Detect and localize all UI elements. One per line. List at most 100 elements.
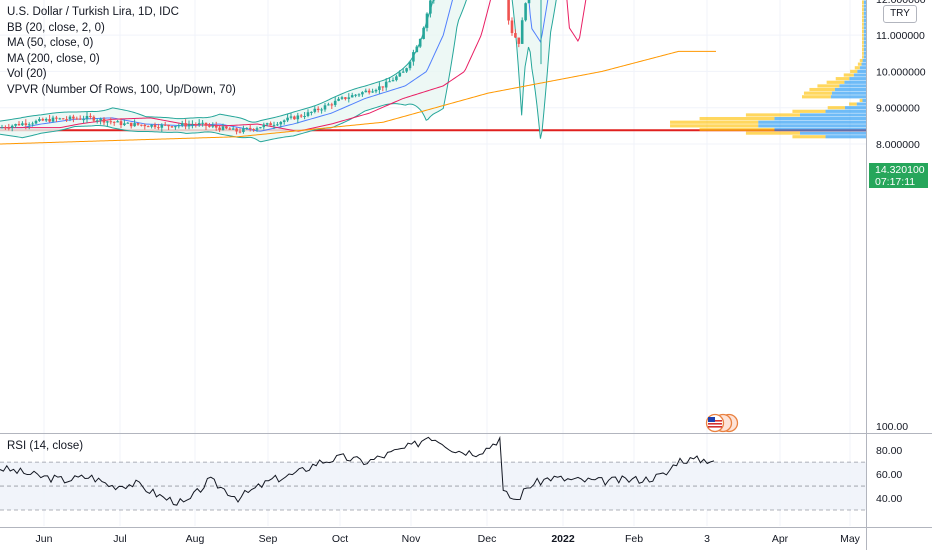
bull-candle xyxy=(391,80,395,82)
vpvr-up-bar xyxy=(863,29,866,34)
vpvr-up-bar xyxy=(758,120,866,124)
bear-candle xyxy=(109,121,113,123)
vpvr-up-bar xyxy=(863,51,866,55)
bull-candle xyxy=(211,125,215,127)
legend-bb[interactable]: BB (20, close, 2, 0) xyxy=(7,21,105,34)
bear-candle xyxy=(153,124,157,128)
vpvr-down-bar xyxy=(862,33,864,37)
vpvr-up-bar xyxy=(863,55,866,59)
vpvr-down-bar xyxy=(849,102,857,106)
bear-candle xyxy=(204,122,208,126)
vpvr-down-bar xyxy=(862,0,864,5)
vpvr-down-bar xyxy=(862,8,864,12)
vpvr-up-bar xyxy=(863,18,866,23)
time-axis: Jun Jul Aug Sep Oct Nov Dec 2022 Feb 3 Apr May xyxy=(36,533,861,545)
bull-candle xyxy=(340,97,344,99)
bull-candle xyxy=(412,52,415,62)
bull-candle xyxy=(350,95,354,98)
ma50-line xyxy=(0,0,587,132)
legend-ma50[interactable]: MA (50, close, 0) xyxy=(7,37,94,49)
time-tick-label: Jun xyxy=(36,533,53,545)
bull-candle xyxy=(255,128,259,130)
legend-vol[interactable]: Vol (20) xyxy=(7,68,47,80)
price-axis: 18.00000017.00000016.00000015.00000013.0… xyxy=(876,0,926,505)
vpvr-up-bar xyxy=(863,11,866,15)
bull-candle xyxy=(347,97,351,99)
rsi-tick-label: 60.00 xyxy=(876,469,902,481)
bull-candle xyxy=(310,111,313,113)
time-tick-label: Dec xyxy=(478,533,497,545)
rsi-legend[interactable]: RSI (14, close) xyxy=(7,440,84,452)
bear-candle xyxy=(17,124,21,126)
bear-candle xyxy=(214,125,218,128)
bear-candle xyxy=(208,125,211,127)
last-price-value: 14.320100 xyxy=(875,164,925,176)
time-tick-label: May xyxy=(840,533,861,545)
bull-candle xyxy=(354,94,357,96)
legend-vpvr[interactable]: VPVR (Number Of Rows, 100, Up/Down, 70) xyxy=(7,83,236,96)
rsi-tick-label: 100.00 xyxy=(876,421,908,433)
vpvr-up-bar xyxy=(844,106,866,110)
bear-candle xyxy=(163,124,167,126)
bear-candle xyxy=(507,0,510,21)
bull-candle xyxy=(85,115,89,120)
symbol-title[interactable]: U.S. Dollar / Turkish Lira, 1D, IDC xyxy=(7,6,179,18)
vpvr-down-bar xyxy=(862,37,864,41)
bull-candle xyxy=(384,81,388,88)
vpvr-down-bar xyxy=(843,73,854,77)
time-tick-label: Sep xyxy=(259,533,278,545)
bull-candle xyxy=(231,128,235,130)
bear-candle xyxy=(24,123,28,126)
bear-candle xyxy=(146,126,150,128)
vpvr-down-bar xyxy=(827,106,845,110)
bear-candle xyxy=(102,118,106,123)
bull-candle xyxy=(95,120,99,122)
bull-candle xyxy=(272,124,276,126)
bull-candle xyxy=(303,116,306,118)
bull-candle xyxy=(337,98,340,101)
bull-candle xyxy=(408,61,412,69)
bull-candle xyxy=(361,92,364,95)
us-flag-icon[interactable] xyxy=(705,413,741,433)
vpvr-up-bar xyxy=(856,102,866,106)
bull-candle xyxy=(82,119,85,121)
bull-candle xyxy=(21,123,24,126)
bear-candle xyxy=(61,118,65,120)
price-tick-label: 11.000000 xyxy=(876,30,925,42)
bear-candle xyxy=(367,90,371,93)
vpvr-down-bar xyxy=(862,51,864,55)
bear-candle xyxy=(140,124,143,126)
bull-candle xyxy=(289,116,293,118)
bear-candle xyxy=(129,122,133,127)
vpvr-down-bar xyxy=(792,135,826,139)
rsi-tick-label: 80.00 xyxy=(876,445,902,457)
bull-candle xyxy=(364,90,368,93)
vpvr-up-bar xyxy=(830,95,866,99)
vpvr-up-bar xyxy=(863,0,866,5)
vpvr-up-bar xyxy=(863,33,866,37)
vpvr-up-bar xyxy=(834,87,866,92)
time-tick-label: Oct xyxy=(332,533,348,545)
bear-candle xyxy=(293,116,296,120)
vpvr-up-bar xyxy=(863,37,866,41)
bull-candle xyxy=(126,122,130,124)
bull-candle xyxy=(160,124,164,128)
bull-candle xyxy=(378,86,381,90)
bull-candle xyxy=(323,105,327,110)
bull-candle xyxy=(398,72,402,77)
rsi-tick-label: 40.00 xyxy=(876,493,902,505)
bear-candle xyxy=(136,123,140,125)
legend-ma200[interactable]: MA (200, close, 0) xyxy=(7,52,100,65)
rsi-pane xyxy=(0,435,866,511)
bull-candle xyxy=(405,68,408,72)
bear-candle xyxy=(72,116,75,119)
bull-candle xyxy=(320,109,323,111)
bull-candle xyxy=(34,120,38,124)
bear-candle xyxy=(7,127,11,129)
bear-candle xyxy=(316,108,320,111)
bear-candle xyxy=(65,119,68,121)
currency-button[interactable]: TRY xyxy=(883,5,917,23)
bb-lower xyxy=(0,0,557,143)
vpvr-down-bar xyxy=(803,91,832,95)
